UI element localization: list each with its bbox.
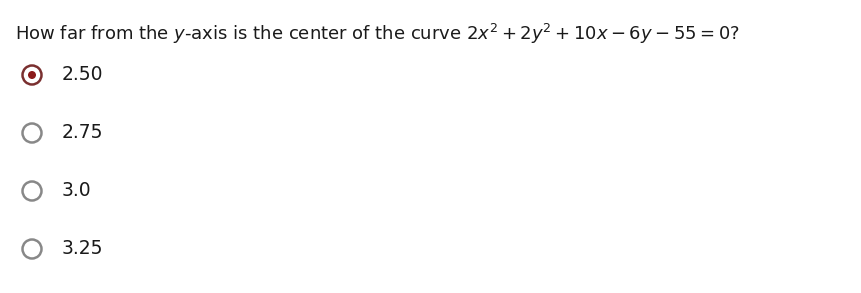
- Circle shape: [22, 124, 41, 142]
- Circle shape: [22, 181, 41, 200]
- Text: 2.50: 2.50: [62, 66, 103, 84]
- Circle shape: [22, 66, 41, 84]
- Text: 3.0: 3.0: [62, 181, 91, 200]
- Circle shape: [22, 239, 41, 258]
- Text: 3.25: 3.25: [62, 239, 103, 258]
- Text: How far from the $y$-axis is the center of the curve $2x^2 + 2y^2 + 10x - 6y - 5: How far from the $y$-axis is the center …: [15, 22, 739, 46]
- Text: 2.75: 2.75: [62, 124, 103, 142]
- Circle shape: [28, 71, 36, 79]
